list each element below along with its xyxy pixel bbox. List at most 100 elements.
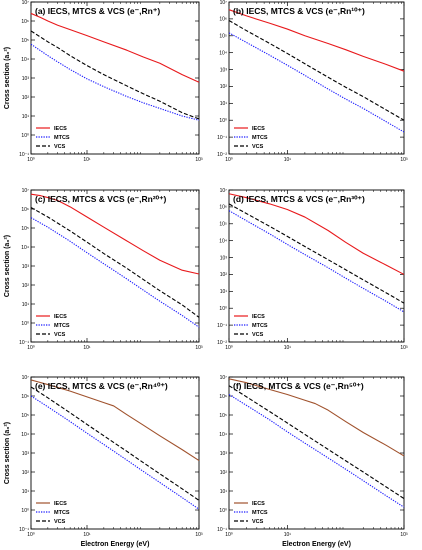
x-tick-label: 10⁰ <box>225 532 233 538</box>
y-tick-label: 10⁴ <box>21 432 29 438</box>
y-tick-label: 10³ <box>22 76 30 82</box>
series-line-iecs <box>228 378 405 457</box>
y-axis-label: Cross section (a₀²) <box>4 47 11 109</box>
x-tick-label: 10⁰ <box>225 345 233 351</box>
chart-panel-2: 10⁰ 10¹ 10³10⁻¹10⁰10¹10²10³10⁴10⁵10⁶10⁷(c)… <box>4 188 203 351</box>
series-line-mtcs <box>228 394 405 508</box>
y-tick-label: 10⁷ <box>220 0 228 6</box>
y-tick-label: 10⁻² <box>217 340 227 346</box>
series-line-vcs <box>30 30 200 120</box>
y-tick-label: 10⁷ <box>22 375 30 381</box>
y-tick-label: 10³ <box>220 255 228 261</box>
series-line-vcs <box>228 20 405 121</box>
y-tick-label: 10⁻¹ <box>19 152 29 158</box>
y-tick-label: 10³ <box>220 67 228 73</box>
y-tick-label: 10⁻¹ <box>217 527 227 533</box>
y-tick-label: 10¹ <box>22 489 30 495</box>
y-tick-label: 10³ <box>22 264 30 270</box>
y-tick-label: 10⁰ <box>21 133 29 139</box>
chart-panel-4: 10⁰ 10¹ 10³10⁻¹10⁰10¹10²10³10⁴10⁵10⁶10⁷(e)… <box>4 375 203 548</box>
y-tick-label: 10⁶ <box>219 17 227 23</box>
x-tick-label: 10³ <box>195 345 203 351</box>
y-tick-label: 10⁻¹ <box>217 323 227 329</box>
x-tick-label: 10³ <box>400 157 408 163</box>
x-tick-label: 10⁰ <box>27 345 35 351</box>
legend-label-vcs: VCS <box>252 519 264 525</box>
series-line-vcs <box>30 386 200 501</box>
chart-title: (b) IECS, MTCS & VCS (e⁻,Rn¹⁰⁺) <box>233 6 365 16</box>
y-tick-label: 10⁻¹ <box>19 527 29 533</box>
y-tick-label: 10⁻¹ <box>19 340 29 346</box>
x-tick-label: 10⁰ <box>27 157 35 163</box>
x-axis-label: Electron Energy (eV) <box>81 541 150 548</box>
y-tick-label: 10⁴ <box>219 238 227 244</box>
x-axis-label: Electron Energy (eV) <box>282 541 351 548</box>
series-line-vcs <box>228 385 405 500</box>
legend-label-mtcs: MTCS <box>252 135 268 141</box>
chart-panel-1: 10⁰ 10¹ 10³ 10⁻² 10⁻¹ 10⁰ 10¹ 10² 10³ 10⁴ 10⁵ 10⁶ 10… <box>217 0 408 163</box>
y-tick-label: 10⁵ <box>219 222 227 228</box>
legend-label-vcs: VCS <box>54 144 66 150</box>
series-line-iecs <box>30 379 200 462</box>
x-tick-label: 10³ <box>195 532 203 538</box>
legend-label-mtcs: MTCS <box>54 135 70 141</box>
series-line-iecs <box>228 193 405 275</box>
chart-panel-5: 10⁰ 10¹ 10³10⁻¹10⁰10¹10²10³10⁴10⁵10⁶10⁷(f)… <box>217 375 408 548</box>
y-tick-label: 10⁰ <box>219 306 227 312</box>
y-tick-label: 10² <box>22 95 30 101</box>
y-tick-label: 10⁷ <box>22 188 30 194</box>
x-tick-label: 10³ <box>195 157 203 163</box>
series-line-vcs <box>30 207 200 318</box>
y-tick-label: 10² <box>22 283 30 289</box>
y-tick-label: 10⁶ <box>21 19 29 25</box>
legend-label-mtcs: MTCS <box>252 510 268 516</box>
chart-panel-3: 10⁰ 10¹ 10³ 10⁻² 10⁻¹ 10⁰ 10¹ 10² 10³ 10⁴ 10⁵ 10⁶ 10… <box>217 188 408 351</box>
y-tick-label: 10⁻² <box>217 152 227 158</box>
y-tick-label: 10⁴ <box>219 432 227 438</box>
x-tick-label: 10¹ <box>284 345 292 351</box>
y-tick-label: 10⁵ <box>21 413 29 419</box>
y-tick-label: 10⁶ <box>21 394 29 400</box>
series-line-mtcs <box>30 217 200 328</box>
plot-frame <box>228 189 405 343</box>
legend-label-iecs: IECS <box>54 126 67 132</box>
y-tick-label: 10⁰ <box>219 118 227 124</box>
x-tick-label: 10³ <box>400 345 408 351</box>
y-tick-label: 10⁶ <box>219 205 227 211</box>
y-tick-label: 10⁴ <box>21 57 29 63</box>
x-tick-label: 10⁰ <box>225 157 233 163</box>
legend-label-mtcs: MTCS <box>252 323 268 329</box>
y-tick-label: 10⁷ <box>220 188 228 194</box>
y-tick-label: 10⁵ <box>219 34 227 40</box>
y-tick-label: 10⁵ <box>219 413 227 419</box>
series-line-iecs <box>228 9 405 72</box>
y-tick-label: 10⁻¹ <box>217 135 227 141</box>
x-tick-label: 10¹ <box>284 157 292 163</box>
x-tick-label: 10¹ <box>83 532 91 538</box>
legend-label-iecs: IECS <box>252 126 265 132</box>
y-tick-label: 10⁰ <box>21 508 29 514</box>
y-tick-label: 10⁴ <box>21 245 29 251</box>
legend-label-iecs: IECS <box>54 314 67 320</box>
legend-label-iecs: IECS <box>252 501 265 507</box>
series-line-mtcs <box>228 210 405 313</box>
y-tick-label: 10⁶ <box>21 207 29 213</box>
y-tick-label: 10⁵ <box>21 38 29 44</box>
legend-label-vcs: VCS <box>252 332 264 338</box>
y-tick-label: 10³ <box>220 451 228 457</box>
legend-label-mtcs: MTCS <box>54 510 70 516</box>
y-tick-label: 10¹ <box>22 302 30 308</box>
y-tick-label: 10⁵ <box>21 226 29 232</box>
series-line-mtcs <box>228 32 405 133</box>
legend-label-vcs: VCS <box>54 332 66 338</box>
series-line-iecs <box>30 193 200 275</box>
chart-title: (c) IECS, MTCS & VCS (e⁻,Rn²⁰⁺) <box>35 194 167 204</box>
legend-label-iecs: IECS <box>54 501 67 507</box>
chart-title: (e) IECS, MTCS & VCS (e⁻,Rn⁴⁰⁺) <box>35 381 168 391</box>
chart-title: (a) IECS, MTCS & VCS (e⁻,Rn⁺) <box>35 6 160 16</box>
x-tick-label: 10¹ <box>83 157 91 163</box>
y-tick-label: 10⁰ <box>21 321 29 327</box>
y-tick-label: 10⁶ <box>219 394 227 400</box>
x-tick-label: 10¹ <box>83 345 91 351</box>
y-tick-label: 10² <box>220 84 228 90</box>
